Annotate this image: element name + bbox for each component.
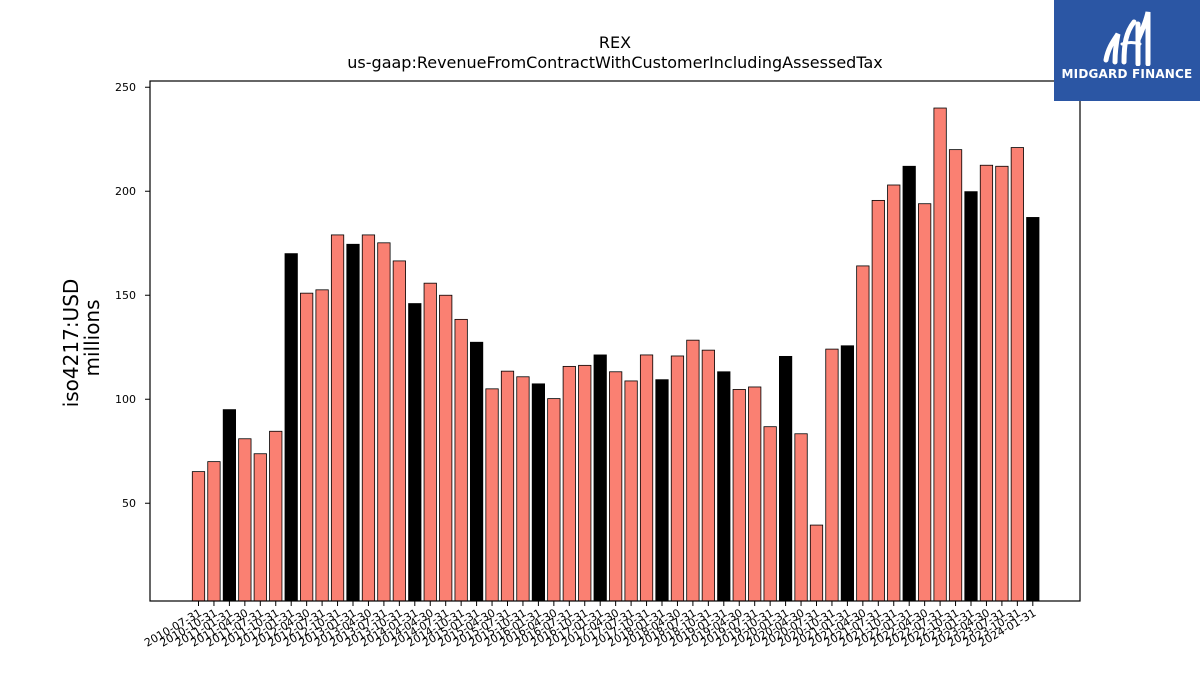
bar-2016-04-30: [547, 398, 561, 602]
bar-2021-10-31: [887, 184, 901, 602]
bar-2019-04-30: [732, 389, 746, 602]
bar-2014-01-31: [408, 303, 422, 602]
bar-2011-01-31: [222, 409, 236, 602]
bar-2019-07-31: [748, 386, 762, 602]
bar-2016-10-31: [578, 364, 592, 602]
bar-2022-04-30: [918, 203, 932, 602]
bar-2017-10-31: [639, 354, 654, 602]
y-tick-label: 200: [115, 185, 136, 198]
bar-2020-07-31: [809, 524, 824, 602]
bar-2022-07-31: [933, 107, 947, 602]
bar-2015-10-31: [516, 376, 530, 602]
bar-2022-10-31: [948, 149, 963, 602]
bar-2018-04-30: [670, 355, 685, 602]
bar-2017-01-31: [593, 354, 607, 602]
bar-2010-07-31: [191, 471, 206, 602]
bar-2014-10-31: [454, 318, 468, 602]
bar-2013-07-31: [377, 242, 391, 602]
y-axis-label-line1: iso4217:USD: [59, 279, 83, 408]
chart-title: REX: [598, 33, 632, 52]
bar-2015-01-31: [469, 341, 484, 602]
x-axis-ticks: 2010-07-312010-10-312011-01-312011-04-30…: [142, 601, 1038, 650]
bar-2011-07-31: [253, 453, 267, 602]
bar-2015-07-31: [500, 370, 515, 602]
bar-2014-07-31: [439, 294, 453, 602]
bar-2021-07-31: [871, 199, 885, 602]
bar-2012-01-31: [284, 253, 298, 602]
bar-2023-10-31: [1010, 147, 1024, 602]
bar-2017-04-30: [609, 371, 623, 602]
bar-2014-04-30: [423, 282, 437, 602]
bar-2010-10-31: [207, 461, 221, 602]
bar-2018-07-31: [686, 339, 700, 602]
bar-2012-07-31: [315, 289, 329, 602]
plot-frame: [149, 80, 1081, 602]
bar-2013-01-31: [346, 243, 360, 602]
y-tick-label: 50: [122, 497, 136, 510]
bar-2022-01-31: [902, 165, 916, 602]
bar-2011-10-31: [269, 430, 283, 602]
bar-2011-04-30: [238, 438, 252, 602]
bars-group: [191, 107, 1040, 602]
bar-2016-01-31: [531, 383, 546, 602]
bar-2021-04-30: [856, 265, 870, 602]
y-axis-ticks: 50 100 150 200 250: [115, 81, 150, 510]
bar-2023-04-30: [979, 164, 994, 602]
bar-2020-10-31: [825, 348, 839, 602]
bar-2016-07-31: [562, 365, 576, 602]
brand-name: MIDGARD FINANCE: [1061, 67, 1193, 81]
y-tick-label: 250: [115, 81, 136, 94]
bar-2021-01-31: [840, 345, 855, 602]
bar-2012-10-31: [330, 234, 345, 602]
bar-2023-07-31: [995, 165, 1009, 602]
bar-2019-01-31: [717, 371, 731, 602]
bar-2020-04-30: [794, 433, 808, 602]
bar-2018-10-31: [701, 349, 715, 602]
chart-subtitle: us-gaap:RevenueFromContractWithCustomerI…: [347, 53, 883, 72]
bar-2015-04-30: [485, 388, 499, 602]
bar-2013-10-31: [392, 260, 406, 602]
bar-2023-01-31: [964, 191, 978, 602]
y-axis-label-line2: millions: [80, 299, 104, 376]
bar-2017-07-31: [624, 380, 638, 602]
bar-2013-04-30: [361, 234, 376, 602]
bar-2024-01-31: [1026, 217, 1040, 602]
bar-2012-04-30: [300, 292, 314, 602]
bar-2019-10-31: [763, 426, 777, 602]
logo-mark-icon: [1103, 11, 1151, 66]
y-tick-label: 150: [115, 289, 136, 302]
y-tick-label: 100: [115, 393, 136, 406]
bar-2020-01-31: [779, 355, 793, 602]
brand-logo: MIDGARD FINANCE: [1054, 0, 1200, 101]
bar-2018-01-31: [655, 379, 669, 602]
